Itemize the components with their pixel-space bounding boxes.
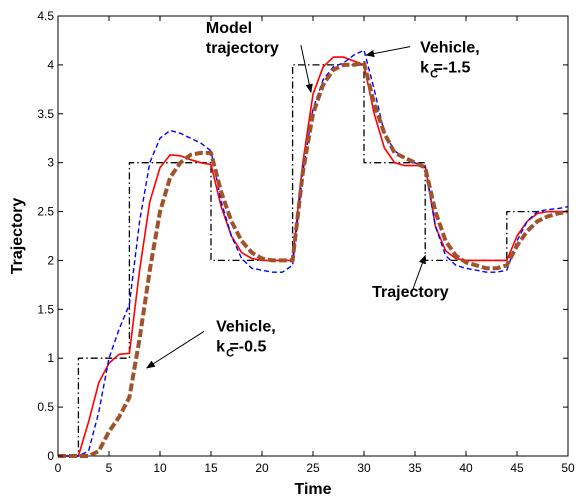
x-tick-label: 25 [306, 461, 320, 475]
annotation-label-veh15: Vehicle, [420, 40, 480, 57]
x-tick-label: 0 [55, 461, 62, 475]
annotation-subscript: C [430, 69, 438, 81]
y-tick-label: 0.5 [37, 400, 54, 414]
annotation-label-model: Model [206, 20, 252, 37]
series-layer [58, 49, 569, 458]
series-line-model-trajectory [58, 56, 568, 457]
annotation-arrow [411, 254, 426, 292]
y-tick-label: 4.5 [37, 9, 54, 23]
annotation-arrow [300, 45, 313, 94]
ticks-layer: 0 5 10 15 20 25 30 35 40 45 50 0 0.5 1 1.5 2 2.5 3 3.5 4 4.5 [37, 9, 575, 475]
plot-area [57, 15, 569, 457]
annotation-label-traj: Trajectory [372, 284, 449, 301]
x-tick-label: 15 [204, 461, 218, 475]
annotation-label-veh05: k =-0.5 [216, 338, 266, 355]
series-line-vehicle-kc-0-5 [58, 60, 569, 458]
y-tick-label: 2.5 [37, 205, 54, 219]
y-tick-label: 1.5 [37, 302, 54, 316]
x-tick-label: 10 [153, 461, 167, 475]
x-tick-label: 5 [106, 461, 113, 475]
y-axis-title: Trajectory [9, 198, 26, 275]
x-axis-title: Time [294, 481, 331, 498]
x-tick-label: 45 [510, 461, 524, 475]
annotation-subscript: C [226, 347, 234, 359]
annotation-label-model: trajectory [206, 40, 279, 57]
y-tick-label: 1 [47, 351, 54, 365]
annotation-label-veh15: k =-1.5 [420, 60, 470, 77]
annotation-arrow [365, 46, 411, 58]
annotation-label-veh05: Vehicle, [216, 318, 276, 335]
y-tick-label: 0 [47, 449, 54, 463]
y-tick-label: 2 [47, 253, 54, 267]
y-tick-label: 4 [47, 58, 54, 72]
x-tick-label: 35 [408, 461, 422, 475]
y-tick-label: 3.5 [37, 107, 54, 121]
x-tick-label: 40 [459, 461, 473, 475]
annotation-arrow [145, 330, 205, 369]
x-tick-label: 20 [255, 461, 269, 475]
y-tick-label: 3 [47, 156, 54, 170]
x-tick-label: 30 [357, 461, 371, 475]
x-tick-label: 50 [561, 461, 575, 475]
